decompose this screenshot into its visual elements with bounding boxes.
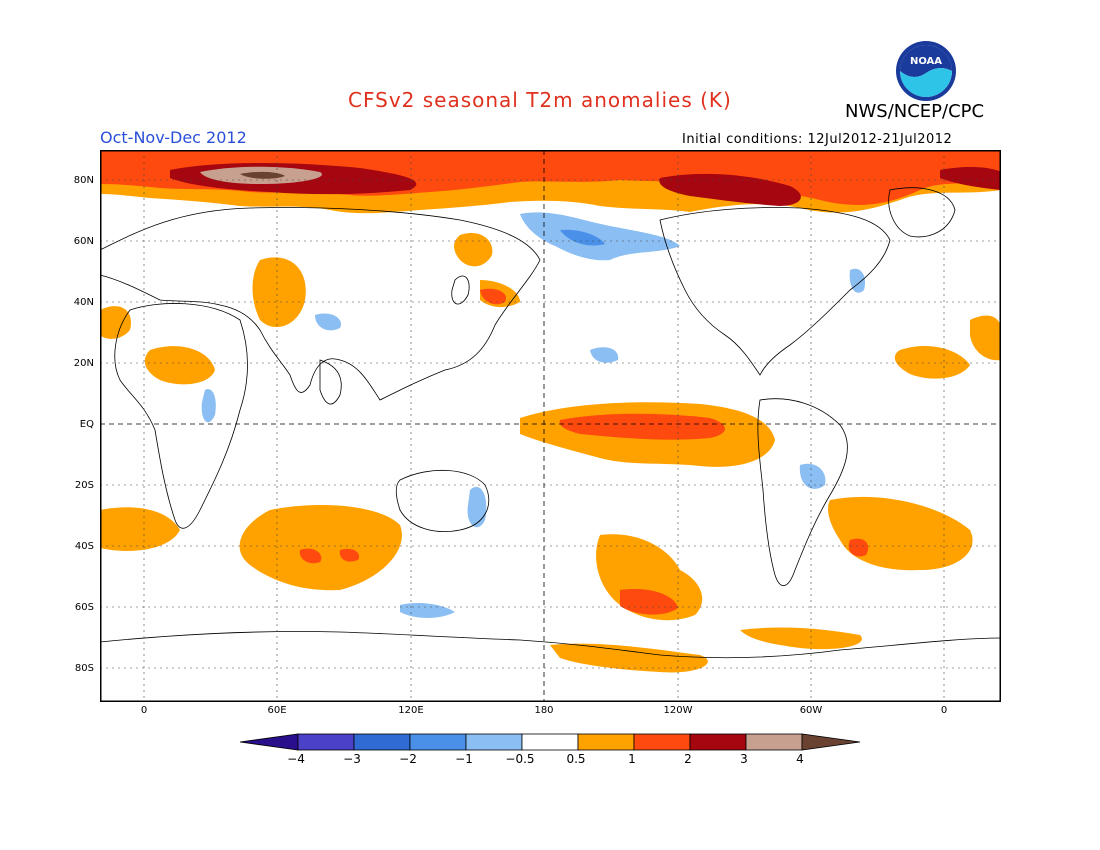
colorbar-segment [745, 733, 803, 751]
lon-label-0-right: 0 [940, 705, 948, 716]
colorbar-label: −4 [287, 752, 305, 766]
lat-label-60n: 60N [73, 236, 94, 247]
season-label: Oct-Nov-Dec 2012 [100, 128, 247, 147]
colorbar-segment [465, 733, 523, 751]
arctic-warm-band [100, 150, 1001, 214]
lat-label-40n: 40N [73, 297, 94, 308]
reference-lines [100, 150, 1001, 702]
grid-lines [100, 150, 1001, 702]
color-bar [239, 733, 861, 751]
lat-label-60s: 60S [74, 602, 94, 613]
tropical-pacific-warm [520, 402, 775, 467]
lat-label-eq: EQ [79, 419, 94, 430]
colorbar-label: −2 [399, 752, 417, 766]
chart-title: CFSv2 seasonal T2m anomalies (K) [348, 88, 732, 112]
colorbar-segment [689, 733, 747, 751]
colorbar-label: 1 [628, 752, 636, 766]
colorbar-segment [521, 733, 579, 751]
colorbar-arrow-left [239, 733, 299, 751]
colorbar-label: 2 [684, 752, 692, 766]
lat-label-80s: 80S [74, 663, 94, 674]
lon-label-120w: 120W [663, 705, 693, 716]
lon-label-120e: 120E [398, 705, 424, 716]
lon-label-60e: 60E [267, 705, 287, 716]
lat-label-80n: 80N [73, 175, 94, 186]
north-pacific-cold [520, 212, 680, 261]
colorbar-segment [353, 733, 411, 751]
lon-label-180: 180 [534, 705, 554, 716]
strong-warm-patches [299, 288, 869, 615]
colorbar-segment [577, 733, 635, 751]
lon-label-60w: 60W [799, 705, 823, 716]
colorbar-segment [409, 733, 467, 751]
colorbar-arrow-right [801, 733, 861, 751]
colorbar-label: 4 [796, 752, 804, 766]
lon-label-0-left: 0 [140, 705, 148, 716]
noaa-logo: NOAA [896, 41, 956, 101]
colorbar-segment [297, 733, 355, 751]
colorbar-label: −0.5 [505, 752, 535, 766]
colorbar-label: 0.5 [566, 752, 586, 766]
lat-label-40s: 40S [74, 541, 94, 552]
colorbar-label: −3 [343, 752, 361, 766]
cold-anomaly-patches [201, 268, 866, 618]
logo-text: NOAA [910, 56, 942, 67]
agency-label: NWS/NCEP/CPC [845, 101, 985, 122]
anomaly-map [100, 150, 1001, 702]
lat-label-20s: 20S [74, 480, 94, 491]
coastlines [100, 187, 1001, 659]
colorbar-label: 3 [740, 752, 748, 766]
initial-conditions-label: Initial conditions: 12Jul2012-21Jul2012 [682, 132, 953, 147]
colorbar-label: −1 [455, 752, 473, 766]
lat-label-20n: 20N [73, 358, 94, 369]
colorbar-segment [633, 733, 691, 751]
